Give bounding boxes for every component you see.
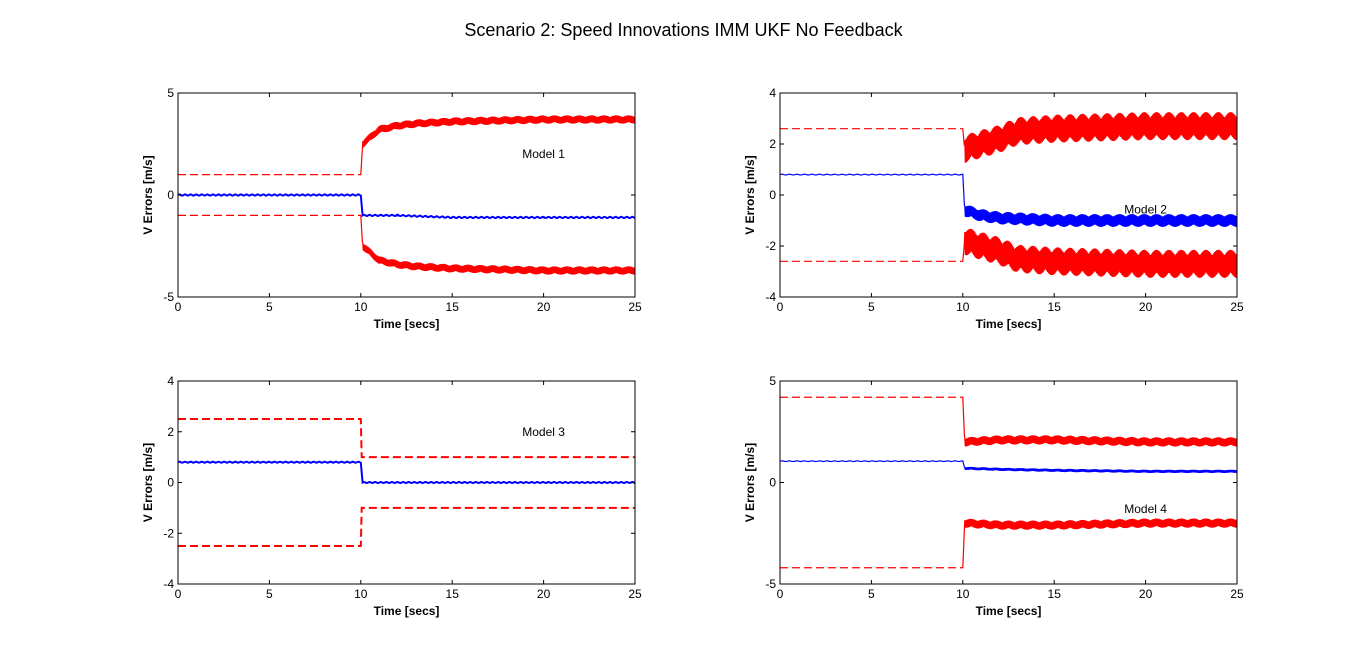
- x-axis-label: Time [secs]: [976, 317, 1042, 331]
- x-tick-label: 0: [777, 300, 784, 314]
- x-axis-label: Time [secs]: [374, 604, 440, 618]
- y-tick-label: -5: [163, 290, 174, 304]
- series-group: [780, 395, 1237, 570]
- y-tick-label: 4: [769, 86, 776, 100]
- x-tick-label: 0: [777, 587, 784, 601]
- series-line-1: [780, 460, 1237, 473]
- x-tick-label: 10: [354, 300, 368, 314]
- y-tick-label: 4: [167, 374, 174, 388]
- x-tick-label: 20: [1139, 587, 1153, 601]
- axes-box: [779, 380, 1238, 585]
- x-tick-label: 0: [175, 587, 182, 601]
- model-annotation: Model 2: [1124, 202, 1167, 216]
- y-tick-label: 0: [167, 188, 174, 202]
- x-tick-label: 15: [1048, 300, 1062, 314]
- figure-title: Scenario 2: Speed Innovations IMM UKF No…: [464, 20, 903, 40]
- series-group: [178, 418, 635, 547]
- model-annotation: Model 1: [522, 147, 565, 161]
- x-tick-label: 10: [956, 300, 970, 314]
- series-line-3: [178, 506, 635, 547]
- x-tick-label: 20: [1139, 300, 1153, 314]
- x-tick-label: 10: [354, 587, 368, 601]
- series-line-2: [780, 396, 1237, 447]
- series-line-3: [780, 518, 1237, 569]
- y-tick-label: 2: [167, 425, 174, 439]
- series-line-3: [780, 228, 1237, 278]
- x-tick-label: 5: [266, 300, 273, 314]
- y-axis-label: V Errors [m/s]: [141, 443, 155, 522]
- series-line-3: [178, 214, 635, 275]
- series-line-2: [780, 112, 1237, 163]
- x-tick-label: 5: [868, 300, 875, 314]
- y-axis-label: V Errors [m/s]: [743, 443, 757, 522]
- subplot-2: 0 5 10 15 20 25 -4 -2 0 2 4 Time [secs] V Errors [m/…: [743, 86, 1244, 331]
- y-tick-label: 0: [769, 188, 776, 202]
- model-annotation: Model 3: [522, 425, 565, 439]
- series-group: [178, 115, 635, 275]
- x-tick-label: 15: [1048, 587, 1062, 601]
- y-axis-label: V Errors [m/s]: [141, 155, 155, 234]
- x-tick-label: 25: [628, 300, 642, 314]
- x-tick-label: 5: [868, 587, 875, 601]
- series-group: [780, 112, 1237, 278]
- x-tick-label: 20: [537, 300, 551, 314]
- model-annotation: Model 4: [1124, 502, 1167, 516]
- x-tick-label: 5: [266, 587, 273, 601]
- x-tick-label: 10: [956, 587, 970, 601]
- x-tick-label: 15: [446, 587, 460, 601]
- series-line-2: [178, 115, 635, 176]
- y-tick-label: 0: [167, 476, 174, 490]
- series-line-1: [780, 173, 1237, 227]
- y-tick-label: -5: [765, 577, 776, 591]
- y-tick-label: 5: [167, 86, 174, 100]
- series-line-1: [178, 460, 635, 485]
- x-tick-label: 25: [628, 587, 642, 601]
- series-line-1: [178, 193, 635, 220]
- x-tick-label: 25: [1230, 300, 1244, 314]
- y-tick-label: -4: [163, 577, 174, 591]
- x-axis-label: Time [secs]: [374, 317, 440, 331]
- x-tick-label: 15: [446, 300, 460, 314]
- y-tick-label: 0: [769, 476, 776, 490]
- series-line-2: [178, 418, 635, 459]
- y-tick-label: -2: [765, 239, 776, 253]
- y-tick-label: -2: [163, 526, 174, 540]
- x-tick-label: 25: [1230, 587, 1244, 601]
- x-axis-label: Time [secs]: [976, 604, 1042, 618]
- y-tick-label: 2: [769, 137, 776, 151]
- subplot-3: 0 5 10 15 20 25 -4 -2 0 2 4 Time [secs] V Errors [m/…: [141, 374, 642, 618]
- y-tick-label: 5: [769, 374, 776, 388]
- x-tick-label: 0: [175, 300, 182, 314]
- x-tick-label: 20: [537, 587, 551, 601]
- y-axis-label: V Errors [m/s]: [743, 155, 757, 234]
- y-tick-label: -4: [765, 290, 776, 304]
